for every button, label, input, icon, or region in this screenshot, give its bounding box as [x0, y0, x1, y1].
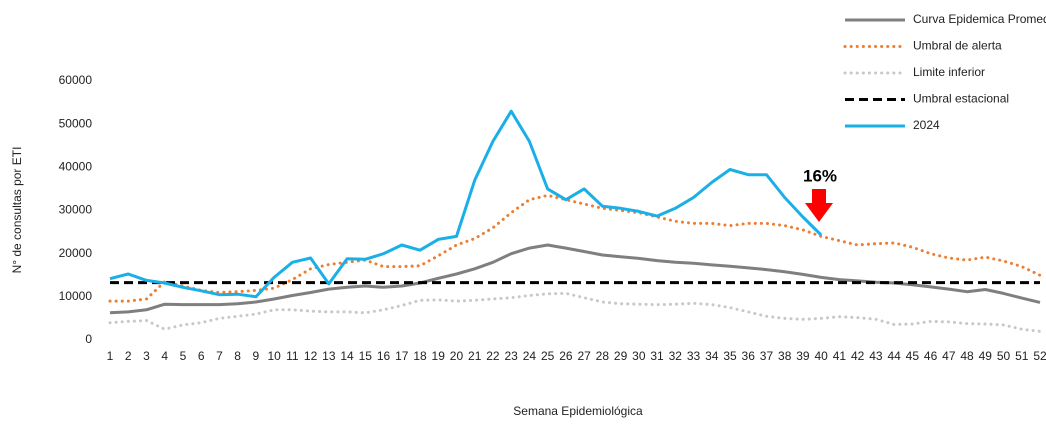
x-tick-label: 7: [216, 349, 223, 363]
x-tick-label: 2: [125, 349, 132, 363]
x-tick-label: 16: [377, 349, 391, 363]
x-tick-label: 43: [869, 349, 883, 363]
legend-label: Umbral de alerta: [913, 39, 1002, 53]
y-tick-label: 60000: [59, 73, 93, 87]
x-tick-label: 30: [632, 349, 646, 363]
x-tick-label: 3: [143, 349, 150, 363]
legend-label: 2024: [913, 118, 940, 132]
x-tick-label: 51: [1015, 349, 1029, 363]
x-tick-label: 8: [234, 349, 241, 363]
x-tick-label: 49: [979, 349, 993, 363]
x-tick-label: 23: [504, 349, 518, 363]
x-tick-label: 37: [760, 349, 774, 363]
y-tick-label: 20000: [59, 246, 93, 260]
series-line: [108, 193, 1042, 303]
x-tick-label: 15: [359, 349, 373, 363]
x-tick-label: 31: [650, 349, 664, 363]
x-tick-label: 52: [1033, 349, 1046, 363]
x-tick-label: 28: [596, 349, 610, 363]
x-tick-label: 34: [705, 349, 719, 363]
x-tick-label: 5: [180, 349, 187, 363]
x-tick-label: 24: [523, 349, 537, 363]
x-tick-label: 19: [432, 349, 446, 363]
x-tick-label: 11: [286, 349, 299, 363]
x-tick-label: 48: [960, 349, 974, 363]
x-tick-label: 9: [253, 349, 260, 363]
x-tick-label: 36: [742, 349, 756, 363]
y-tick-label: 30000: [59, 203, 93, 217]
x-tick-label: 35: [723, 349, 737, 363]
legend-label: Umbral estacional: [913, 92, 1009, 106]
arrow: [805, 189, 833, 222]
legend-label: Limite inferior: [913, 65, 985, 79]
x-tick-label: 10: [267, 349, 281, 363]
x-tick-label: 39: [796, 349, 810, 363]
x-tick-label: 41: [833, 349, 847, 363]
y-tick-label: 0: [85, 332, 92, 346]
y-tick-label: 50000: [59, 116, 93, 130]
annotation: 16%: [803, 166, 837, 185]
x-tick-label: 12: [304, 349, 318, 363]
x-tick-label: 22: [486, 349, 500, 363]
x-tick-label: 21: [468, 349, 482, 363]
x-tick-label: 17: [395, 349, 409, 363]
x-tick-label: 20: [450, 349, 464, 363]
x-axis-label: Semana Epidemiológica: [513, 404, 643, 418]
x-tick-label: 6: [198, 349, 205, 363]
legend-label: Curva Epidemica Promedio: [913, 12, 1046, 26]
x-tick-label: 13: [322, 349, 336, 363]
y-tick-label: 40000: [59, 160, 93, 174]
x-tick-label: 38: [778, 349, 792, 363]
x-tick-label: 1: [107, 349, 114, 363]
x-tick-label: 46: [924, 349, 938, 363]
x-tick-label: 45: [906, 349, 920, 363]
x-tick-label: 42: [851, 349, 865, 363]
series-line: [108, 291, 1042, 333]
y-axis-label: N° de consultas por ETI: [10, 147, 24, 274]
x-tick-label: 25: [541, 349, 555, 363]
x-tick-label: 18: [413, 349, 427, 363]
x-tick-label: 40: [814, 349, 828, 363]
x-tick-label: 29: [614, 349, 628, 363]
y-tick-label: 10000: [59, 289, 93, 303]
x-tick-label: 50: [997, 349, 1011, 363]
series-line: [109, 109, 823, 299]
x-tick-label: 14: [340, 349, 354, 363]
x-tick-label: 44: [887, 349, 901, 363]
x-tick-label: 26: [559, 349, 573, 363]
x-tick-label: 4: [161, 349, 168, 363]
x-tick-label: 33: [687, 349, 701, 363]
x-tick-label: 32: [669, 349, 683, 363]
series-line: [109, 243, 1041, 315]
x-tick-label: 27: [577, 349, 591, 363]
x-tick-label: 47: [942, 349, 956, 363]
